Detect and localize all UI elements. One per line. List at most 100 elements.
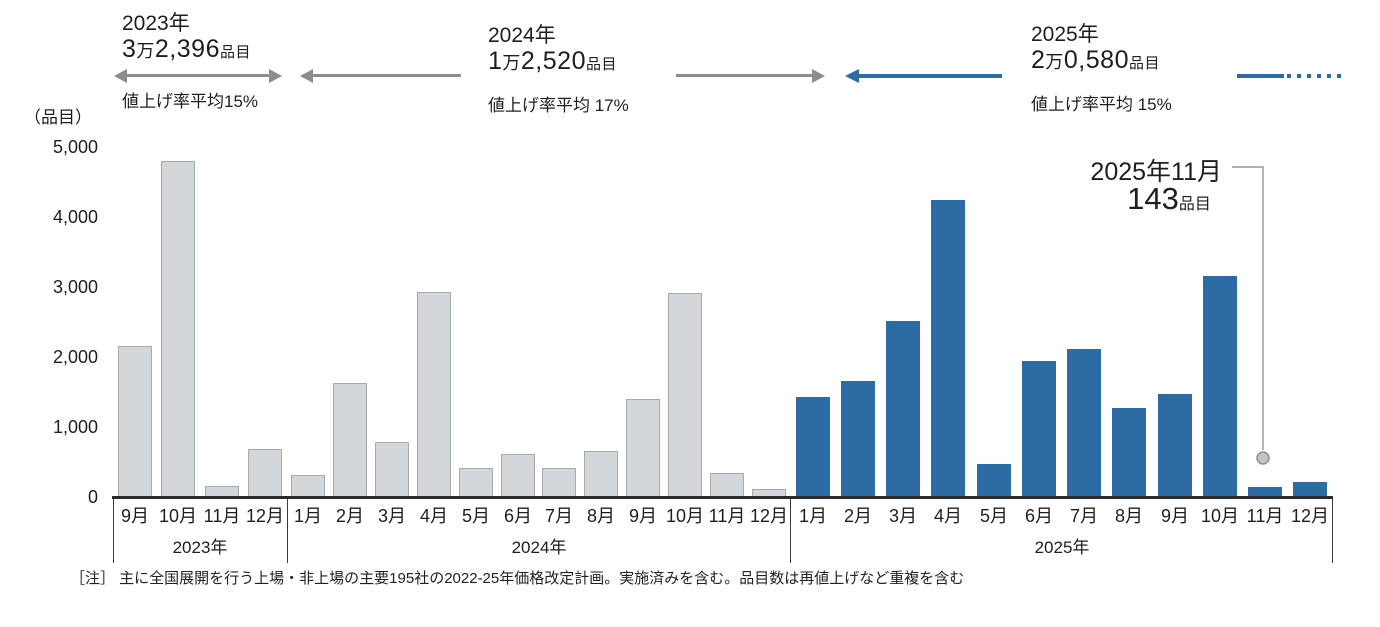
y-tick-label: 2,000 xyxy=(52,347,98,367)
bar-2023年-12月 xyxy=(248,449,282,497)
bar-2025年-6月 xyxy=(1022,361,1056,497)
month-label: 9月 xyxy=(1160,506,1189,526)
annotation-2024: 2024年 1万2,520品目 値上げ率平均 17% xyxy=(488,24,629,116)
y-tick-label: 5,000 xyxy=(52,137,98,157)
month-label: 9月 xyxy=(628,506,657,526)
month-label: 1月 xyxy=(293,506,322,526)
y-tick-label: 4,000 xyxy=(52,207,98,227)
bar-2024年-7月 xyxy=(542,468,576,497)
arrow-line xyxy=(312,74,461,77)
group-divider xyxy=(790,497,791,563)
annotation-2024-total: 1万2,520品目 xyxy=(488,48,629,78)
bar-2025年-1月 xyxy=(796,397,830,497)
month-label: 9月 xyxy=(120,506,149,526)
annotation-2023-total: 3万2,396品目 xyxy=(122,36,258,66)
arrow-span-2025-right-dotted xyxy=(1287,74,1341,78)
month-label: 4月 xyxy=(419,506,448,526)
annotation-2023-total-man: 万 xyxy=(136,41,155,61)
month-label: 12月 xyxy=(245,506,285,526)
annotation-2023-rate: 値上げ率平均15% xyxy=(122,92,259,111)
y-tick-label: 1,000 xyxy=(52,417,98,437)
bar-2024年-6月 xyxy=(501,454,535,497)
bar-2025年-2月 xyxy=(841,381,875,497)
bar-2023年-9月 xyxy=(118,346,152,497)
arrow-span-2024-left xyxy=(300,69,461,83)
bar-2024年-10月 xyxy=(668,293,702,497)
y-axis-unit-label: （品目） xyxy=(24,108,92,127)
x-axis-line xyxy=(112,496,1333,499)
callout-value: 143品目 xyxy=(1099,181,1239,217)
month-label: 6月 xyxy=(1024,506,1053,526)
month-label: 12月 xyxy=(1290,506,1330,526)
bar-2024年-8月 xyxy=(584,451,618,497)
annotation-2025: 2025年 2万0,580品目 値上げ率平均 15% xyxy=(1031,23,1172,115)
month-label: 4月 xyxy=(933,506,962,526)
bar-2023年-10月 xyxy=(161,161,195,497)
footnote: ［注］ 主に全国展開を行う上場・非上場の主要195社の2022-25年価格改定計… xyxy=(70,570,965,587)
year-label: 2025年 xyxy=(1034,538,1090,557)
callout-value-unit: 品目 xyxy=(1178,196,1211,213)
arrow-line xyxy=(676,74,813,77)
month-label: 3月 xyxy=(377,506,406,526)
month-label: 6月 xyxy=(503,506,532,526)
annotation-2025-total-num2: 0,580 xyxy=(1063,46,1129,74)
arrow-right-head-icon xyxy=(269,69,282,83)
annotation-2023-total-num2: 2,396 xyxy=(154,35,220,63)
bar-2025年-10月 xyxy=(1203,276,1237,497)
bar-2025年-7月 xyxy=(1067,349,1101,497)
callout-dot-icon xyxy=(1256,451,1270,465)
annotation-2023-year: 2023年 xyxy=(122,12,190,35)
bar-2025年-3月 xyxy=(886,321,920,497)
month-label: 10月 xyxy=(158,506,198,526)
callout-value-number: 143 xyxy=(1127,181,1179,216)
month-label: 11月 xyxy=(203,506,241,526)
month-label: 7月 xyxy=(1069,506,1098,526)
bar-2024年-1月 xyxy=(291,475,325,497)
bar-2025年-5月 xyxy=(977,464,1011,497)
bar-2025年-9月 xyxy=(1158,394,1192,497)
arrow-right-head-icon xyxy=(812,69,825,83)
arrow-span-2025-right-solid xyxy=(1237,74,1284,78)
arrow-line xyxy=(858,74,1002,78)
annotation-2025-total-unit: 品目 xyxy=(1128,55,1160,72)
month-label: 10月 xyxy=(1200,506,1240,526)
month-label: 10月 xyxy=(665,506,705,526)
month-label: 8月 xyxy=(1114,506,1143,526)
arrow-left-head-icon xyxy=(845,69,859,83)
group-divider xyxy=(113,497,114,563)
month-label: 5月 xyxy=(979,506,1008,526)
arrow-span-2024-right xyxy=(676,69,825,83)
month-label: 7月 xyxy=(544,506,573,526)
bar-2025年-12月 xyxy=(1293,482,1327,497)
bar-2024年-3月 xyxy=(375,442,409,497)
month-label: 2月 xyxy=(335,506,364,526)
month-label: 5月 xyxy=(461,506,490,526)
group-divider xyxy=(287,497,288,563)
month-label: 11月 xyxy=(1246,506,1284,526)
arrow-left-head-icon xyxy=(300,69,313,83)
month-label: 1月 xyxy=(798,506,827,526)
annotation-2023: 2023年 3万2,396品目 値上げ率平均15% xyxy=(122,12,258,112)
month-label: 12月 xyxy=(749,506,789,526)
annotation-2024-rate: 値上げ率平均 17% xyxy=(488,96,629,115)
month-label: 11月 xyxy=(708,506,746,526)
y-tick-label: 3,000 xyxy=(52,277,98,297)
annotation-2024-total-num2: 2,520 xyxy=(520,47,586,75)
annotation-2025-total-num1: 2 xyxy=(1031,46,1046,74)
annotation-2023-total-unit: 品目 xyxy=(219,44,251,61)
annotation-2025-rate: 値上げ率平均 15% xyxy=(1031,95,1172,114)
group-divider xyxy=(1332,497,1333,563)
bar-2024年-9月 xyxy=(626,399,660,497)
month-label: 3月 xyxy=(888,506,917,526)
callout-month-label: 2025年11月 xyxy=(1090,158,1222,186)
bar-2025年-4月 xyxy=(931,200,965,497)
bar-2024年-5月 xyxy=(459,468,493,497)
annotation-2024-total-unit: 品目 xyxy=(585,56,617,73)
bar-2025年-11月 xyxy=(1248,487,1282,497)
annotation-2025-year: 2025年 xyxy=(1031,23,1099,46)
year-label: 2023年 xyxy=(172,538,228,557)
annotation-2025-total-man: 万 xyxy=(1045,52,1064,72)
arrow-span-2023 xyxy=(114,69,282,83)
arrow-span-2025-left xyxy=(845,69,1002,83)
